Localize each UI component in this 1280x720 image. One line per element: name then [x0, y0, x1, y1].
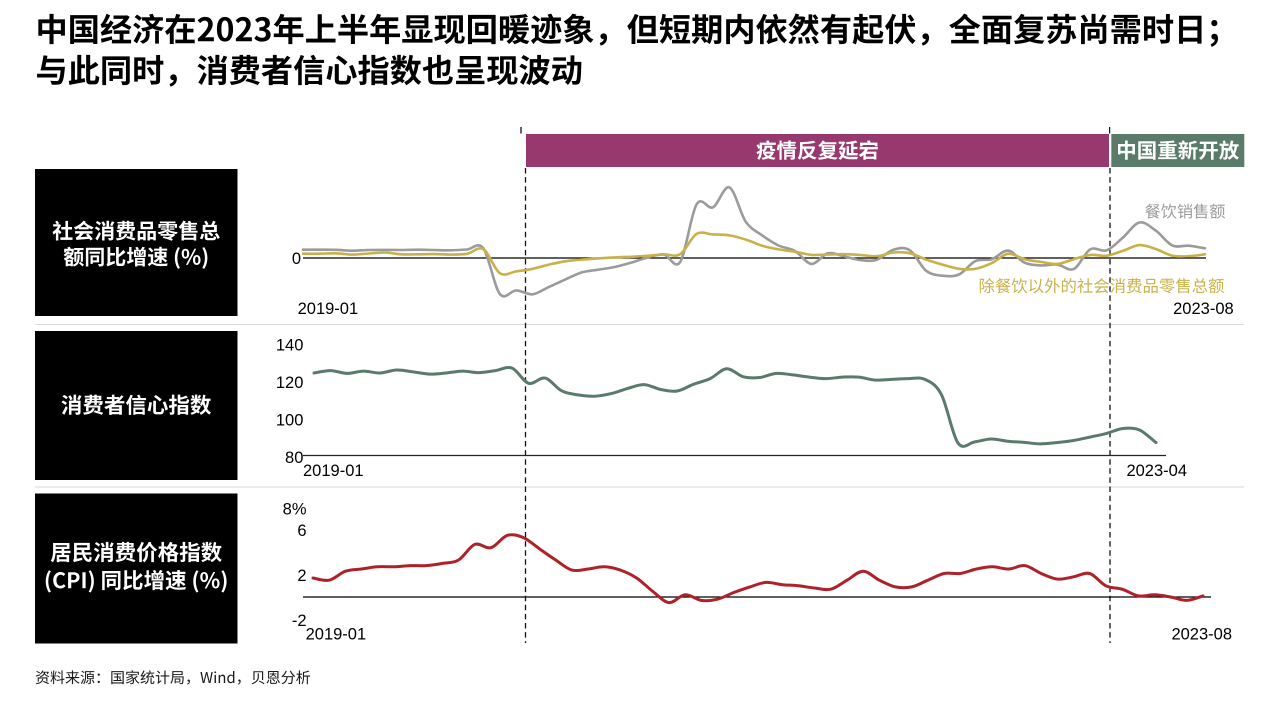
svg-text:2: 2 — [297, 567, 306, 585]
svg-text:120: 120 — [276, 374, 304, 392]
svg-text:6: 6 — [297, 522, 306, 540]
svg-text:2023-08: 2023-08 — [1171, 626, 1232, 644]
svg-text:2019-01: 2019-01 — [303, 462, 364, 480]
svg-text:140: 140 — [276, 336, 304, 354]
svg-text:-2: -2 — [292, 612, 307, 630]
svg-text:8%: 8% — [283, 500, 307, 518]
svg-text:100: 100 — [276, 411, 304, 429]
svg-text:0: 0 — [292, 250, 301, 268]
svg-text:2023-08: 2023-08 — [1173, 300, 1234, 318]
svg-text:2019-01: 2019-01 — [306, 626, 367, 644]
svg-text:80: 80 — [285, 449, 303, 467]
svg-text:2023-04: 2023-04 — [1126, 462, 1187, 480]
svg-text:2019-01: 2019-01 — [298, 300, 359, 318]
